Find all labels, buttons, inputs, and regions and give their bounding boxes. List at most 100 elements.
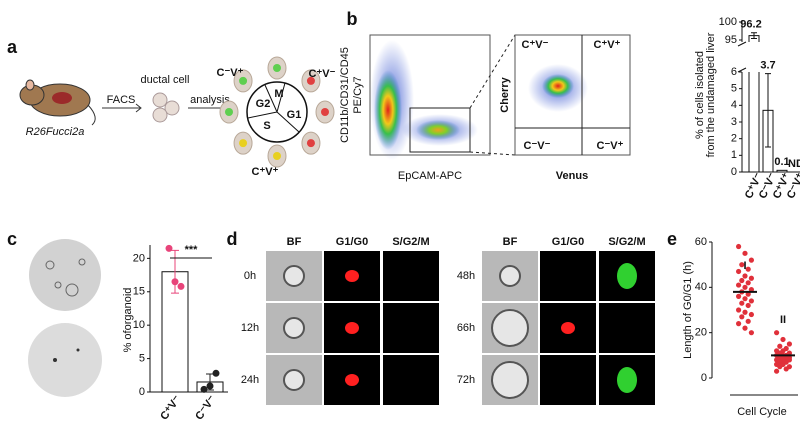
cell-nucleus [273,152,281,160]
micrograph [599,303,655,353]
time-label: 72h [457,374,475,386]
point [745,266,751,272]
nucleus [345,270,359,282]
y-tick-label: 2 [731,133,737,145]
quadrant-label: C⁺V⁻ [522,39,549,51]
quadrant-label: C⁻V⁻ [524,140,551,152]
cell-nucleus [239,76,248,85]
group-label: II [780,314,786,326]
point [774,368,780,374]
micrograph [383,355,439,405]
point [736,307,742,313]
value-label: 3.7 [760,60,775,72]
value-label: ND [788,158,800,170]
cycle-divider [247,82,300,133]
point [742,325,748,331]
axis-label: Cell Cycle [737,406,787,418]
cell-outline [491,309,529,347]
nucleus [561,322,575,334]
time-label: 24h [241,374,259,386]
phase-label: G1 [287,109,302,121]
phase-label: G2 [256,98,271,110]
ductal-cells [152,92,180,123]
point [736,282,742,288]
time-label: 12h [241,322,259,334]
y-tick-label: 20 [133,252,145,264]
nucleus [617,263,637,289]
error-bar [751,32,757,40]
y-tick-label: 0 [731,166,737,178]
point [742,273,748,279]
step-label: analysis [190,94,230,106]
axis-break [737,41,747,73]
panel-label: e [667,229,677,249]
point [742,296,748,302]
nucleus [617,367,637,393]
point [736,243,742,250]
cell-nucleus [306,139,315,148]
cell-outline [283,317,305,339]
point [742,250,748,256]
point [748,275,755,281]
error-bar [171,249,179,294]
axis-label: CD11b/CD31/CD45 [339,47,351,143]
column-header: BF [287,236,302,248]
axis-label: EpCAM-APC [398,170,462,182]
value-label: 96.2 [740,19,761,31]
cell-nucleus [321,108,329,116]
time-label: 66h [457,322,475,334]
y-tick-label: 5 [139,352,145,364]
y-tick-label: 40 [695,281,707,293]
point [748,298,755,304]
point [777,343,783,349]
phase-label: M [274,88,283,100]
point [748,330,755,336]
point [212,369,220,377]
y-tick-label: 3 [731,116,737,128]
annotation: *** [185,244,199,256]
column-header: G1/G0 [336,236,368,248]
panel-label: a [7,37,18,57]
y-tick-label: 5 [731,83,737,95]
y-tick-label: 20 [695,327,707,339]
point [739,277,745,284]
micrograph [383,251,439,301]
nucleus [345,374,359,386]
axis-label: PE/Cy7 [352,76,364,113]
time-label: 48h [457,270,475,282]
column-header: BF [503,236,518,248]
cell-nucleus [306,76,315,85]
quadrant-label: C⁻V⁺ [597,140,624,152]
point [745,302,751,309]
panel-label: d [227,229,238,249]
cell-nucleus [225,108,233,116]
cell-nucleus [273,64,281,72]
x-tick-label: C⁺V⁻ [158,393,183,422]
axis-label: Cherry [499,76,511,112]
y-tick-label: 10 [133,319,145,331]
point [786,341,793,347]
y-tick-label: 1 [731,149,737,161]
column-header: S/G2/M [392,236,429,248]
point [200,385,208,393]
phase-label: S [263,120,270,132]
axis-label: % of cells isolated [694,51,706,139]
axis-label: from the undamaged liver [705,32,717,157]
column-header: S/G2/M [608,236,645,248]
panel-label: b [347,9,358,29]
population-label: C⁺V⁻ [309,68,336,80]
micrograph [540,355,596,405]
x-tick-label: C⁻V⁻ [193,393,218,422]
y-tick-label: 15 [133,286,145,298]
column-header: G1/G0 [552,236,584,248]
y-tick-label: 100 [719,16,737,28]
point [736,321,742,327]
value-label: 0.1 [774,156,789,168]
point [774,330,780,336]
point [739,300,745,306]
point [748,257,755,263]
point [745,318,751,324]
y-tick-label: 6 [731,66,737,78]
